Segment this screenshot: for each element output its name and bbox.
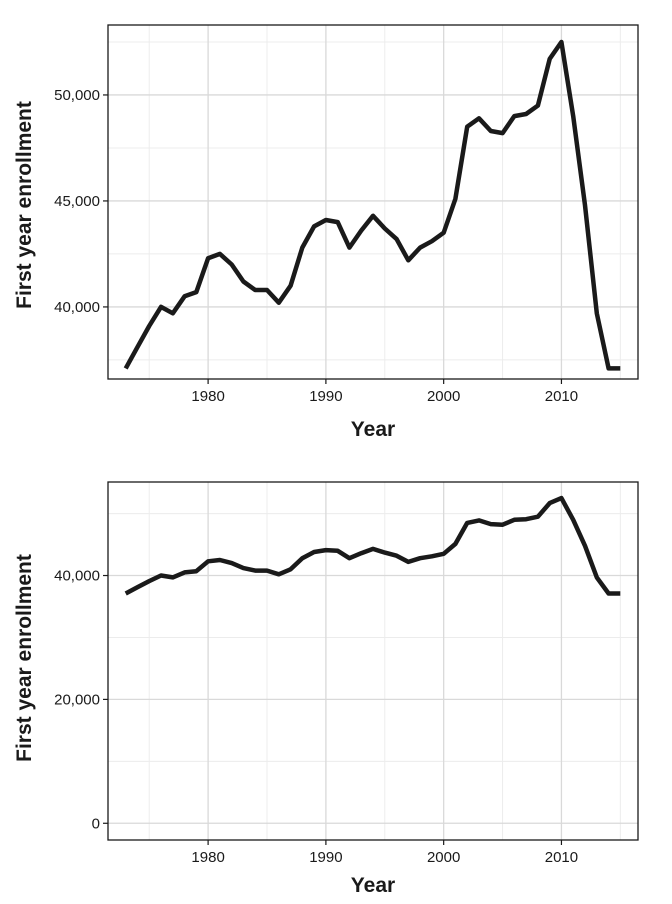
plot-frame [107, 481, 639, 841]
x-tick-label: 2010 [545, 849, 578, 866]
x-tick-label: 1980 [191, 388, 224, 405]
series-line [124, 495, 621, 596]
chart-top-y-axis-title: First year enrollment [13, 101, 36, 309]
x-tick-label: 1980 [191, 849, 224, 866]
chart-top-x-axis-title: Year [351, 418, 395, 441]
x-tick-label: 1990 [309, 849, 342, 866]
y-tick-label: 40,000 [54, 568, 100, 585]
chart-top: 1980 1990 2000 2010 40,000 45,000 50,000 [54, 24, 639, 405]
y-tick-label: 20,000 [54, 691, 100, 708]
y-tick-label: 0 [92, 815, 100, 832]
series-line [123, 39, 621, 371]
x-tick-label: 1990 [309, 388, 342, 405]
plot-frame [107, 24, 639, 380]
chart-bottom: 1980 1990 2000 2010 0 20,000 40,000 [54, 481, 639, 866]
y-tick-label: 40,000 [54, 299, 100, 316]
x-tick-label: 2010 [545, 388, 578, 405]
chart-bottom-y-axis-title: First year enrollment [13, 554, 36, 762]
x-tick-label: 2000 [427, 388, 460, 405]
chart-bottom-x-axis-title: Year [351, 874, 395, 897]
x-tick-label: 2000 [427, 849, 460, 866]
y-tick-label: 50,000 [54, 87, 100, 104]
y-tick-label: 45,000 [54, 193, 100, 210]
